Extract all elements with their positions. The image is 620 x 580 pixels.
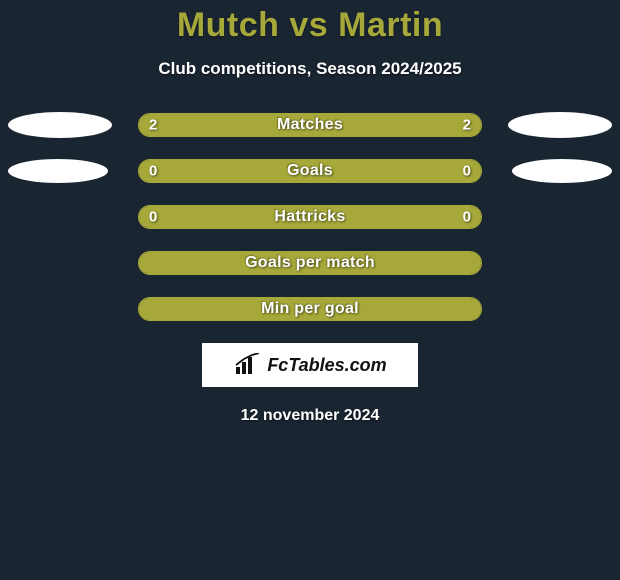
bar-fill-right	[310, 114, 481, 136]
page-title: Mutch vs Martin	[0, 6, 620, 45]
stat-row: 00Hattricks	[0, 205, 620, 229]
club-badge-right	[508, 112, 612, 138]
comparison-card: Mutch vs Martin Club competitions, Seaso…	[0, 0, 620, 425]
bar-fill-left	[139, 252, 481, 274]
stat-bar: Goals per match	[138, 251, 482, 275]
source-logo: FcTables.com	[202, 343, 418, 387]
stat-row: Goals per match	[0, 251, 620, 275]
stat-row: 00Goals	[0, 159, 620, 183]
stat-bar: 00Hattricks	[138, 205, 482, 229]
bar-fill-left	[139, 298, 481, 320]
club-badge-right	[512, 159, 612, 183]
stat-bar: 22Matches	[138, 113, 482, 137]
stat-bar: Min per goal	[138, 297, 482, 321]
bar-fill-left	[139, 206, 481, 228]
bar-fill-left	[139, 160, 481, 182]
club-badge-left	[8, 159, 108, 183]
date-line: 12 november 2024	[0, 407, 620, 425]
subtitle: Club competitions, Season 2024/2025	[0, 59, 620, 79]
logo-text: FcTables.com	[267, 355, 386, 376]
chart-icon	[233, 353, 261, 377]
club-badge-left	[8, 112, 112, 138]
stat-row: Min per goal	[0, 297, 620, 321]
stat-bar: 00Goals	[138, 159, 482, 183]
stat-row: 22Matches	[0, 113, 620, 137]
stats-rows: 22Matches 00Goals 00Hattricks Goals per mat…	[0, 113, 620, 321]
bar-fill-left	[139, 114, 310, 136]
